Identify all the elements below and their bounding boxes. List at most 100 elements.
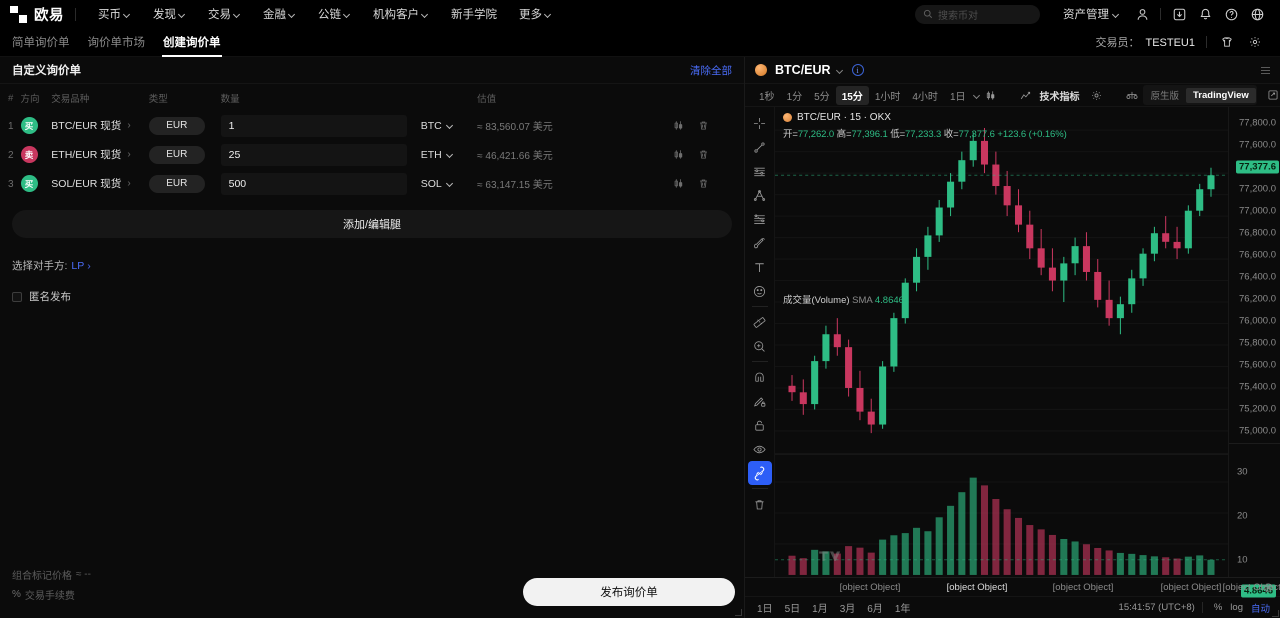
range-1m[interactable]: 1月	[812, 604, 828, 615]
lock-icon[interactable]	[748, 413, 772, 437]
trader-info: 交易员： TESTEU1	[1095, 34, 1195, 50]
brush-icon[interactable]	[748, 231, 772, 255]
toggle-native-version[interactable]: 原生版	[1150, 91, 1180, 102]
quantity-input[interactable]: 25	[220, 143, 407, 166]
toggle-tradingview[interactable]: TradingView	[1186, 87, 1256, 103]
chevron-right-icon[interactable]: ›	[127, 178, 131, 189]
currency-select[interactable]: BTC	[421, 120, 477, 132]
direction-badge-sell[interactable]: 卖	[20, 146, 38, 163]
range-1y[interactable]: 1年	[894, 604, 911, 615]
chart-settings-gear-icon[interactable]	[1086, 89, 1107, 102]
pencil-lock-icon[interactable]	[748, 389, 772, 413]
clear-all-button[interactable]: 清除全部	[690, 64, 732, 77]
range-1d[interactable]: 1日	[757, 604, 773, 615]
settings-gear-button[interactable]	[1242, 29, 1268, 55]
currency-select[interactable]: ETH	[421, 149, 477, 161]
theme-shirt-button[interactable]	[1214, 29, 1240, 55]
chevron-down-icon[interactable]	[837, 67, 844, 74]
pitchfork-icon[interactable]	[748, 183, 772, 207]
timeframe-4h[interactable]: 4小时	[912, 91, 938, 103]
timeframe-1h[interactable]: 1小时	[874, 91, 901, 103]
candlestick-chart-icon[interactable]	[672, 119, 685, 132]
timeframe-1s[interactable]: 1秒	[759, 91, 775, 103]
timeframe-5m[interactable]: 5分	[814, 91, 830, 103]
nav-item-academy[interactable]: 新手学院	[440, 6, 508, 22]
chart-time-axis[interactable]: [object Object] [object Object] [object …	[745, 577, 1280, 596]
percent-scale-button[interactable]: %	[1213, 602, 1223, 613]
eye-icon[interactable]	[748, 437, 772, 461]
tab-create-rfq[interactable]: 创建询价单	[154, 28, 230, 57]
link-icon[interactable]	[747, 461, 772, 485]
trend-line-icon[interactable]	[748, 135, 772, 159]
auto-scale-button[interactable]: 自动	[1250, 603, 1270, 615]
resize-handle[interactable]	[1272, 610, 1279, 617]
currency-select[interactable]: SOL	[421, 178, 477, 190]
add-edit-leg-button[interactable]: 添加/编辑腿	[12, 210, 732, 238]
direction-badge-buy[interactable]: 买	[20, 117, 38, 134]
fib-retracement-icon[interactable]	[748, 207, 772, 231]
timeframe-15m[interactable]: 15分	[835, 85, 869, 105]
fullscreen-icon[interactable]	[1263, 89, 1280, 101]
okx-logo[interactable]: 欧易	[10, 4, 64, 25]
zoom-in-icon[interactable]	[748, 334, 772, 358]
anonymous-publish-checkbox[interactable]: 匿名发布	[0, 273, 744, 304]
language-globe-button[interactable]	[1244, 1, 1270, 27]
rfq-footer-info: 组合标记价格 ≈ -- % 交易手续费	[12, 567, 91, 606]
candlestick-chart-icon[interactable]	[672, 177, 685, 190]
chart-plot-area[interactable]: BTC/EUR · 15 · OKX 开=77,262.0 高=77,396.1…	[775, 107, 1228, 577]
candlestick-chart-icon[interactable]	[672, 148, 685, 161]
leg-type-pill[interactable]: EUR	[148, 174, 205, 193]
horizontal-lines-icon[interactable]	[748, 159, 772, 183]
nav-item-discover[interactable]: 发现	[142, 6, 197, 22]
notifications-button[interactable]	[1192, 1, 1218, 27]
text-icon[interactable]	[748, 255, 772, 279]
help-button[interactable]	[1218, 1, 1244, 27]
range-3m[interactable]: 3月	[839, 604, 856, 615]
nav-item-finance[interactable]: 金融	[252, 6, 307, 22]
range-6m[interactable]: 6月	[867, 604, 883, 615]
publish-rfq-button[interactable]: 发布询价单	[523, 578, 735, 606]
direction-badge-buy[interactable]: 买	[20, 175, 38, 192]
chevron-right-icon[interactable]: ›	[127, 120, 131, 131]
counterparty-select[interactable]: LP ›	[71, 260, 90, 272]
panel-drag-handle[interactable]	[1261, 66, 1270, 74]
magnet-icon[interactable]	[748, 365, 772, 389]
chart-type-candles-icon[interactable]	[980, 89, 1001, 102]
user-account-button[interactable]	[1129, 1, 1155, 27]
range-5d[interactable]: 5日	[784, 604, 801, 615]
delete-leg-icon[interactable]	[697, 148, 710, 161]
nav-item-trade[interactable]: 交易	[197, 6, 252, 22]
nav-item-buy-crypto[interactable]: 买币	[87, 6, 142, 22]
timeframe-1m[interactable]: 1分	[786, 91, 803, 103]
resize-handle[interactable]	[735, 609, 742, 616]
info-icon[interactable]: i	[851, 64, 864, 76]
tab-rfq-market[interactable]: 询价单市场	[79, 28, 155, 57]
delete-leg-icon[interactable]	[697, 119, 710, 132]
measure-ruler-icon[interactable]	[748, 310, 772, 334]
nav-item-institutional[interactable]: 机构客户	[362, 6, 440, 22]
toolbar-divider	[751, 361, 768, 362]
nav-item-chain[interactable]: 公链	[307, 6, 362, 22]
leg-type-pill[interactable]: EUR	[148, 116, 205, 135]
quantity-input[interactable]: 500	[220, 172, 407, 195]
download-app-button[interactable]	[1166, 1, 1192, 27]
leg-type-pill[interactable]: EUR	[148, 145, 205, 164]
asset-management-menu[interactable]: 资产管理	[1054, 6, 1129, 22]
trash-icon[interactable]	[748, 492, 772, 516]
indicators-icon[interactable]	[1015, 89, 1036, 102]
emoji-icon[interactable]	[748, 279, 772, 303]
delete-leg-icon[interactable]	[697, 177, 710, 190]
tab-simple-rfq[interactable]: 简单询价单	[12, 28, 79, 57]
log-scale-button[interactable]: log	[1230, 602, 1243, 613]
crosshair-icon[interactable]	[748, 111, 772, 135]
time-axis-settings-icon[interactable]	[1263, 582, 1274, 593]
nav-item-more[interactable]: 更多	[508, 6, 563, 22]
quantity-input[interactable]: 1	[220, 114, 407, 137]
compare-symbols-icon[interactable]	[1121, 89, 1143, 102]
last-price-badge: 77,377.6	[1236, 160, 1279, 174]
search-input[interactable]: 搜索币对	[915, 4, 1040, 24]
chart-price-axis[interactable]: 77,800.0 77,600.0 77,400.0 77,377.6 77,2…	[1228, 107, 1280, 598]
chevron-right-icon[interactable]: ›	[127, 149, 131, 160]
indicators-label[interactable]: 技术指标	[1039, 91, 1080, 103]
timeframe-1d[interactable]: 1日	[949, 91, 966, 103]
